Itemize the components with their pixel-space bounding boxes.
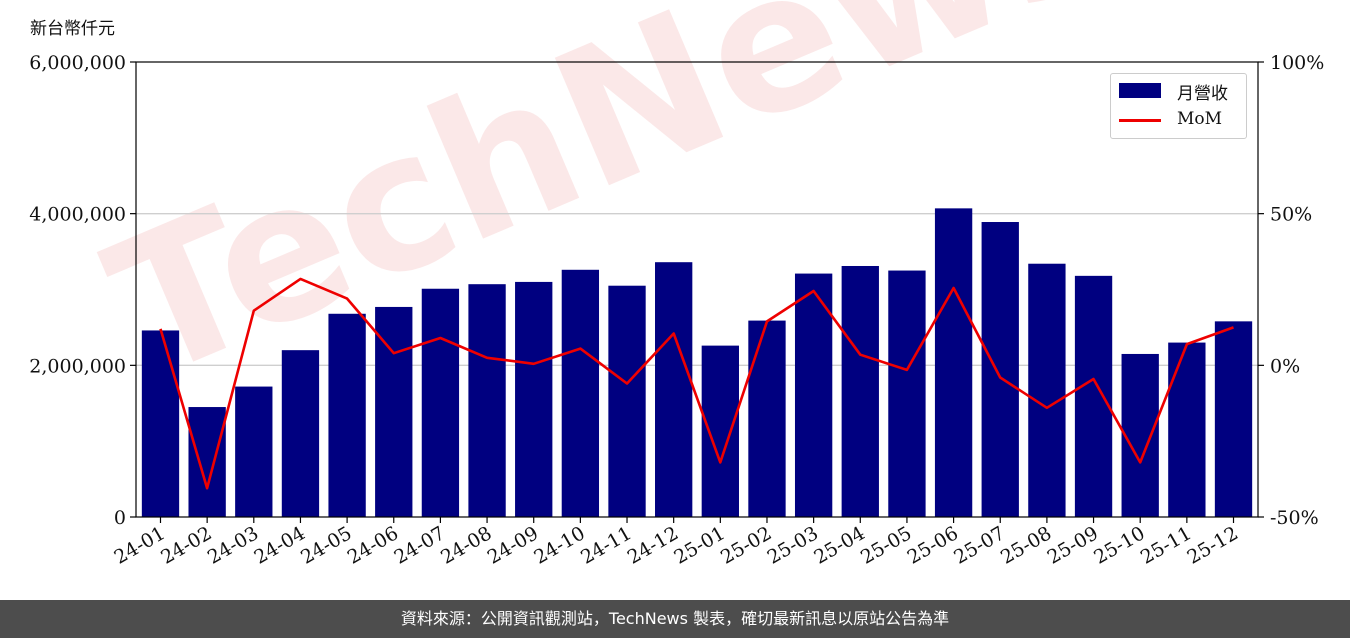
right-axis: -50% 0% 50% 100% (1258, 52, 1324, 529)
bar-25-10 (1121, 353, 1159, 517)
x-tick-label: 24-12 (624, 522, 682, 568)
bar-24-04 (281, 350, 320, 517)
legend-swatch-bar (1119, 83, 1161, 98)
right-tick-label: -50% (1270, 507, 1319, 529)
bar-25-12 (1214, 321, 1253, 517)
bar-24-05 (328, 313, 366, 517)
x-tick-label: 25-06 (904, 522, 962, 568)
plot-frame (135, 61, 1259, 518)
right-tick-label: 100% (1270, 52, 1324, 74)
left-tick-label: 6,000,000 (29, 52, 126, 74)
bar-24-10 (561, 269, 600, 517)
x-tick-label: 25-02 (717, 522, 775, 568)
bar-24-12 (655, 262, 693, 517)
right-tick-label: 0% (1270, 355, 1300, 377)
x-tick-label: 25-01 (670, 522, 728, 568)
mom-line-series (159, 277, 1234, 490)
x-tick-label: 24-06 (344, 522, 402, 568)
x-tick-label: 25-03 (764, 522, 822, 568)
bar-24-01 (141, 330, 180, 517)
bar-25-04 (841, 265, 879, 517)
x-tick-label: 24-04 (251, 522, 309, 568)
x-tick-label: 25-09 (1044, 522, 1102, 568)
legend-item-mom: MoM (1111, 107, 1246, 135)
bar-24-07 (421, 288, 460, 517)
bar-series (141, 208, 1253, 517)
bar-25-08 (1028, 263, 1066, 517)
x-tick-label: 24-11 (577, 522, 635, 568)
bar-25-07 (981, 222, 1019, 517)
left-tick-label: 0 (114, 507, 126, 529)
bar-25-05 (888, 270, 926, 517)
bar-24-08 (468, 284, 506, 517)
x-tick-label: 25-07 (950, 522, 1008, 568)
legend: 月營收 MoM (1110, 73, 1247, 139)
left-axis-unit-label: 新台幣仟元 (30, 19, 115, 39)
x-tick-label: 25-10 (1090, 522, 1148, 568)
bar-24-06 (375, 306, 413, 517)
bar-24-09 (515, 281, 553, 517)
x-tick-label: 25-12 (1184, 522, 1242, 568)
x-tick-label: 24-08 (437, 522, 495, 568)
bar-25-03 (794, 273, 833, 517)
bar-24-03 (235, 386, 273, 517)
bar-25-06 (934, 208, 973, 517)
right-tick-label: 50% (1270, 204, 1312, 226)
left-axis: 0 2,000,000 4,000,000 6,000,000 (29, 52, 136, 529)
x-tick-label: 24-03 (204, 522, 262, 568)
left-tick-label: 2,000,000 (29, 355, 126, 377)
source-footer: 資料來源：公開資訊觀測站，TechNews 製表，確切最新訊息以原站公告為準 (0, 600, 1350, 638)
x-axis: 24-0124-0224-0324-0424-0524-0624-0724-08… (111, 517, 1242, 569)
bar-24-11 (608, 285, 646, 517)
bar-25-01 (701, 345, 739, 517)
x-tick-label: 25-11 (1137, 522, 1195, 568)
bar-25-02 (748, 320, 786, 517)
legend-swatch-line (1119, 119, 1161, 122)
x-tick-label: 24-05 (297, 522, 355, 568)
x-tick-label: 24-02 (157, 522, 215, 568)
bar-25-11 (1168, 342, 1206, 517)
legend-label-revenue: 月營收 (1177, 84, 1228, 104)
bar-24-02 (188, 407, 226, 517)
x-tick-label: 25-04 (810, 522, 868, 568)
x-tick-label: 24-10 (530, 522, 588, 568)
mom-line (159, 277, 1234, 490)
left-tick-label: 4,000,000 (29, 204, 126, 226)
x-tick-label: 25-08 (997, 522, 1055, 568)
x-tick-label: 24-07 (390, 522, 448, 568)
bar-25-09 (1074, 275, 1113, 517)
legend-label-mom: MoM (1177, 109, 1223, 129)
x-tick-label: 24-01 (111, 522, 169, 568)
x-tick-label: 25-05 (857, 522, 915, 568)
legend-item-revenue: 月營收 (1111, 77, 1246, 105)
x-tick-label: 24-09 (484, 522, 542, 568)
grid (136, 213, 1258, 366)
